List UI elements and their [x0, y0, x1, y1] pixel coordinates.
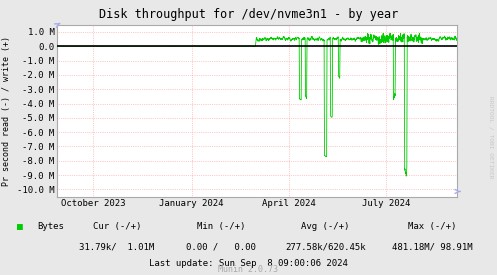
- Text: Min (-/+): Min (-/+): [197, 222, 246, 231]
- Text: 0.00 /   0.00: 0.00 / 0.00: [186, 243, 256, 252]
- Text: 31.79k/  1.01M: 31.79k/ 1.01M: [79, 243, 155, 252]
- Text: 481.18M/ 98.91M: 481.18M/ 98.91M: [392, 243, 473, 252]
- Text: Avg (-/+): Avg (-/+): [301, 222, 350, 231]
- Text: Max (-/+): Max (-/+): [408, 222, 457, 231]
- Text: Pr second read (-) / write (+): Pr second read (-) / write (+): [2, 36, 11, 186]
- Text: Bytes: Bytes: [37, 222, 64, 231]
- Text: Disk throughput for /dev/nvme3n1 - by year: Disk throughput for /dev/nvme3n1 - by ye…: [99, 8, 398, 21]
- Text: Munin 2.0.73: Munin 2.0.73: [219, 265, 278, 274]
- Text: ■: ■: [17, 222, 23, 232]
- Text: 277.58k/620.45k: 277.58k/620.45k: [285, 243, 366, 252]
- Text: Last update: Sun Sep  8 09:00:06 2024: Last update: Sun Sep 8 09:00:06 2024: [149, 260, 348, 268]
- Text: Cur (-/+): Cur (-/+): [92, 222, 141, 231]
- Text: RRDTOOL / TOBI OETIKER: RRDTOOL / TOBI OETIKER: [489, 96, 494, 179]
